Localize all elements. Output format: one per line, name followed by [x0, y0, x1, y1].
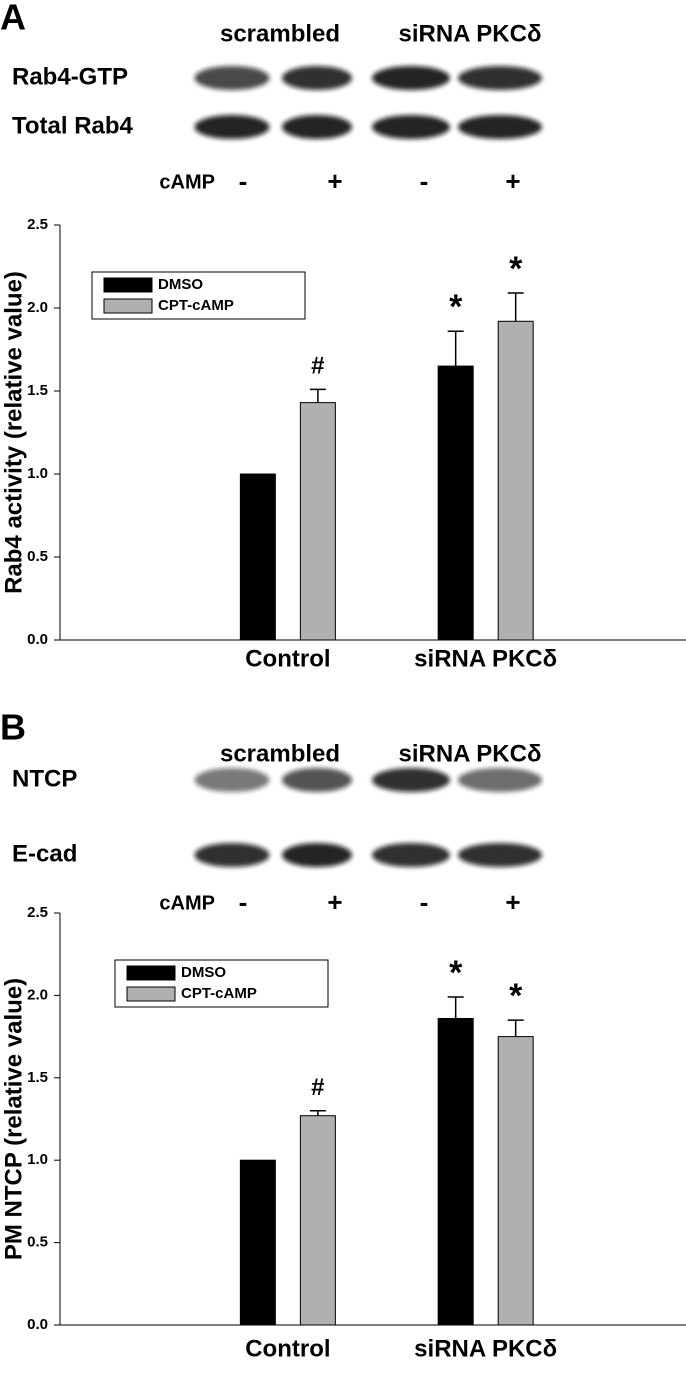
- y-axis-label: Rab4 activity (relative value): [0, 271, 27, 594]
- blot-band: [282, 66, 352, 90]
- y-tick-label: 0.0: [27, 631, 48, 648]
- blot-column-label: siRNA PKCδ: [398, 20, 541, 47]
- bar: [299, 1115, 336, 1326]
- y-tick-label: 1.5: [27, 382, 48, 399]
- y-tick-label: 2.5: [27, 216, 48, 233]
- bar: [437, 365, 474, 641]
- blot-row-label: Total Rab4: [12, 112, 134, 139]
- blot-band: [282, 115, 352, 139]
- legend-label: CPT-cAMP: [181, 985, 257, 1002]
- treatment-sign: -: [420, 887, 429, 917]
- bar: [497, 320, 534, 641]
- treatment-sign: -: [239, 166, 248, 196]
- blot-row-label: E-cad: [12, 840, 77, 867]
- y-tick-label: 2.0: [27, 299, 48, 316]
- x-tick-label: Control: [245, 1335, 330, 1362]
- blot-column-label: scrambled: [220, 20, 340, 47]
- bar: [239, 473, 276, 641]
- y-tick-label: 1.0: [27, 1151, 48, 1168]
- blot-band: [194, 843, 270, 867]
- treatment-sign: -: [239, 887, 248, 917]
- bar: [299, 402, 336, 641]
- treatment-label: cAMP: [159, 892, 215, 914]
- blot-column-label: siRNA PKCδ: [398, 740, 541, 767]
- significance-marker: #: [311, 1074, 324, 1101]
- treatment-label: cAMP: [159, 171, 215, 193]
- blot-band: [372, 66, 450, 90]
- y-axis-label: PM NTCP (relative value): [0, 978, 27, 1260]
- treatment-sign: -: [420, 166, 429, 196]
- bar: [239, 1159, 276, 1326]
- significance-marker: #: [311, 353, 324, 380]
- significance-marker: *: [449, 288, 463, 326]
- legend-label: DMSO: [158, 276, 203, 293]
- x-tick-label: siRNA PKCδ: [414, 1335, 557, 1362]
- blot-band: [372, 768, 450, 792]
- significance-marker: *: [509, 977, 523, 1015]
- blot-band: [282, 768, 352, 792]
- y-tick-label: 0.5: [27, 548, 48, 565]
- y-tick-label: 0.5: [27, 1234, 48, 1251]
- treatment-sign: +: [505, 166, 520, 196]
- x-tick-label: siRNA PKCδ: [414, 645, 557, 672]
- x-tick-label: Control: [245, 645, 330, 672]
- blot-band: [458, 843, 542, 867]
- blot-row-label: Rab4-GTP: [12, 63, 128, 90]
- blot-column-label: scrambled: [220, 740, 340, 767]
- legend-swatch: [126, 965, 176, 981]
- y-tick-label: 1.0: [27, 465, 48, 482]
- significance-marker: *: [449, 954, 463, 992]
- panel-label: B: [0, 707, 26, 748]
- blot-band: [282, 843, 352, 867]
- legend-label: CPT-cAMP: [158, 297, 234, 314]
- blot-band: [458, 768, 542, 792]
- panel-label: A: [0, 0, 26, 38]
- y-tick-label: 2.0: [27, 986, 48, 1003]
- y-tick-label: 2.5: [27, 904, 48, 921]
- significance-marker: *: [509, 250, 523, 288]
- treatment-sign: +: [327, 887, 342, 917]
- blot-band: [372, 843, 450, 867]
- legend-swatch: [126, 986, 176, 1002]
- bar: [497, 1036, 534, 1326]
- treatment-sign: +: [505, 887, 520, 917]
- y-tick-label: 0.0: [27, 1316, 48, 1333]
- legend-swatch: [103, 277, 153, 293]
- treatment-sign: +: [327, 166, 342, 196]
- legend-swatch: [103, 298, 153, 314]
- blot-band: [194, 768, 270, 792]
- y-tick-label: 1.5: [27, 1069, 48, 1086]
- blot-band: [372, 115, 450, 139]
- legend-label: DMSO: [181, 964, 226, 981]
- blot-band: [458, 115, 542, 139]
- blot-band: [194, 115, 270, 139]
- bar: [437, 1017, 474, 1326]
- blot-band: [458, 66, 542, 90]
- blot-row-label: NTCP: [12, 765, 77, 792]
- blot-band: [194, 66, 270, 90]
